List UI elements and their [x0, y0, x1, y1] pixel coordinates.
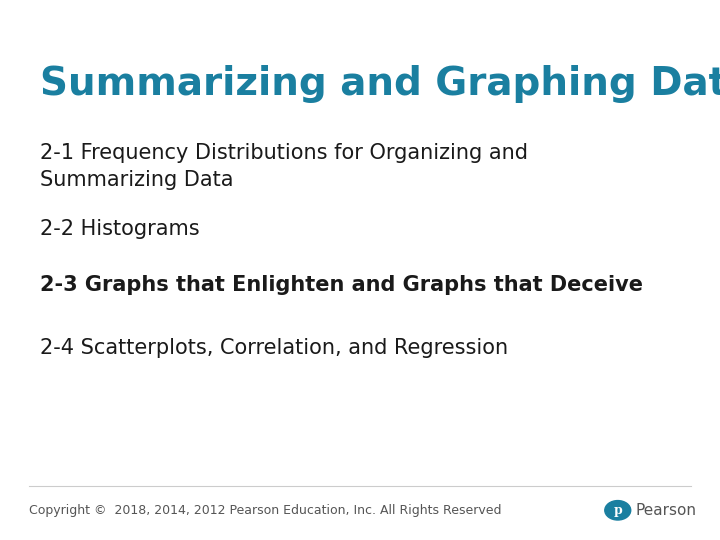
Text: Pearson: Pearson: [635, 503, 696, 518]
Text: 2-4 Scatterplots, Correlation, and Regression: 2-4 Scatterplots, Correlation, and Regre…: [40, 338, 508, 357]
Text: 2-3 Graphs that Enlighten and Graphs that Deceive: 2-3 Graphs that Enlighten and Graphs tha…: [40, 275, 643, 295]
Text: 2-1 Frequency Distributions for Organizing and
Summarizing Data: 2-1 Frequency Distributions for Organizi…: [40, 143, 528, 190]
Circle shape: [605, 501, 631, 520]
Text: 2-2 Histograms: 2-2 Histograms: [40, 219, 199, 239]
Text: Summarizing and Graphing Data: Summarizing and Graphing Data: [40, 65, 720, 103]
Text: Copyright ©  2018, 2014, 2012 Pearson Education, Inc. All Rights Reserved: Copyright © 2018, 2014, 2012 Pearson Edu…: [29, 504, 501, 517]
Text: p: p: [613, 504, 622, 517]
